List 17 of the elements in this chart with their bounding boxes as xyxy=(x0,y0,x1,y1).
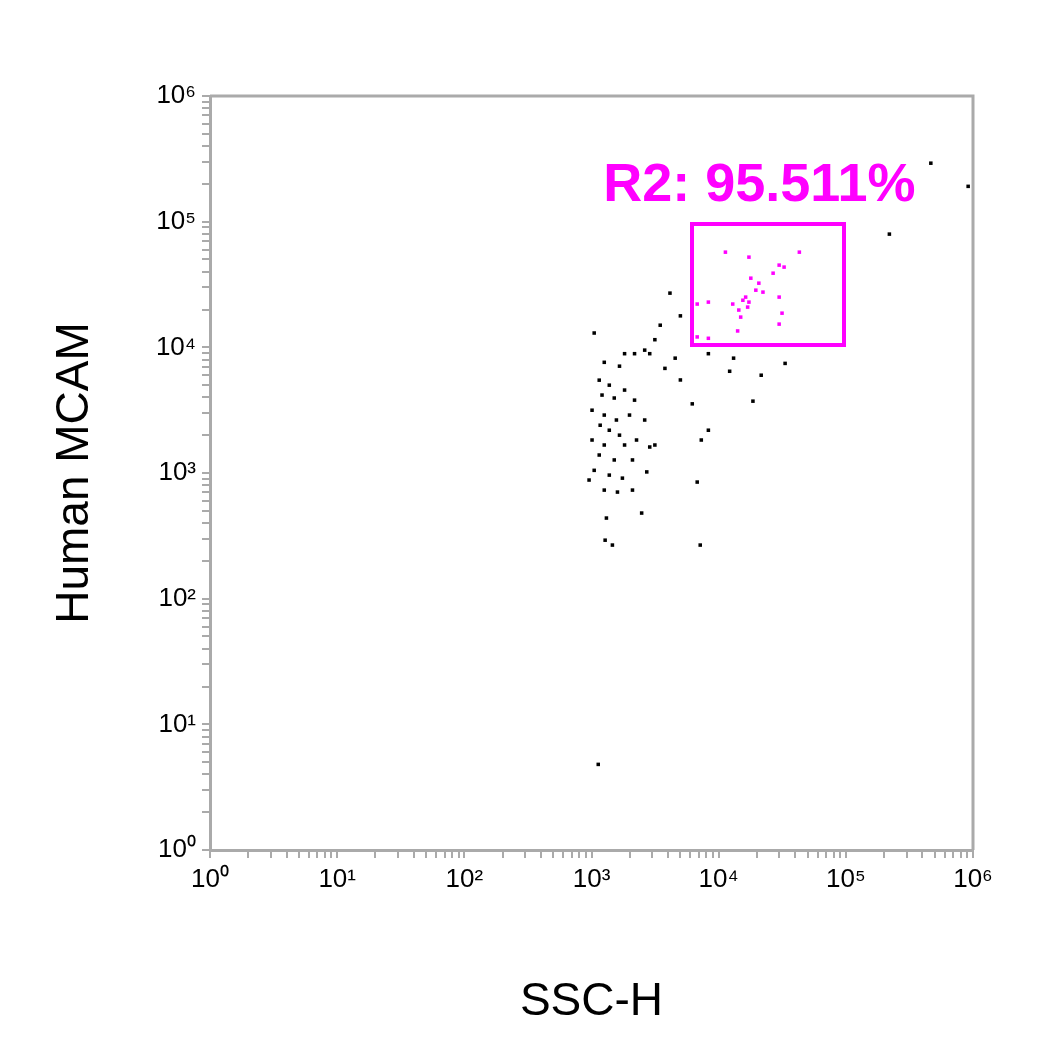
annotation: R2: 95.511% xyxy=(603,152,916,213)
x-tick-label: 10⁶ xyxy=(953,862,993,893)
x-tick-label: 10⁵ xyxy=(825,862,866,893)
y-tick-label: 10² xyxy=(158,581,197,612)
y-tick-label: 10⁴ xyxy=(155,330,196,361)
y-axis-title: Human MCAM xyxy=(46,322,99,624)
x-axis-title: SSC-H xyxy=(519,973,664,1026)
y-tick-label: 10⁰ xyxy=(158,833,196,864)
x-tick-label: 10⁴ xyxy=(698,862,739,893)
x-tick-label: 10² xyxy=(445,862,484,893)
x-tick-label: 10¹ xyxy=(318,862,357,893)
x-tick-label: 10³ xyxy=(572,862,611,893)
y-tick-label: 10⁵ xyxy=(156,204,196,235)
y-tick-label: 10³ xyxy=(158,456,197,487)
y-tick-label: 10¹ xyxy=(158,707,197,738)
x-tick-label: 10⁰ xyxy=(191,862,229,893)
y-tick-label: 10⁶ xyxy=(156,79,196,110)
